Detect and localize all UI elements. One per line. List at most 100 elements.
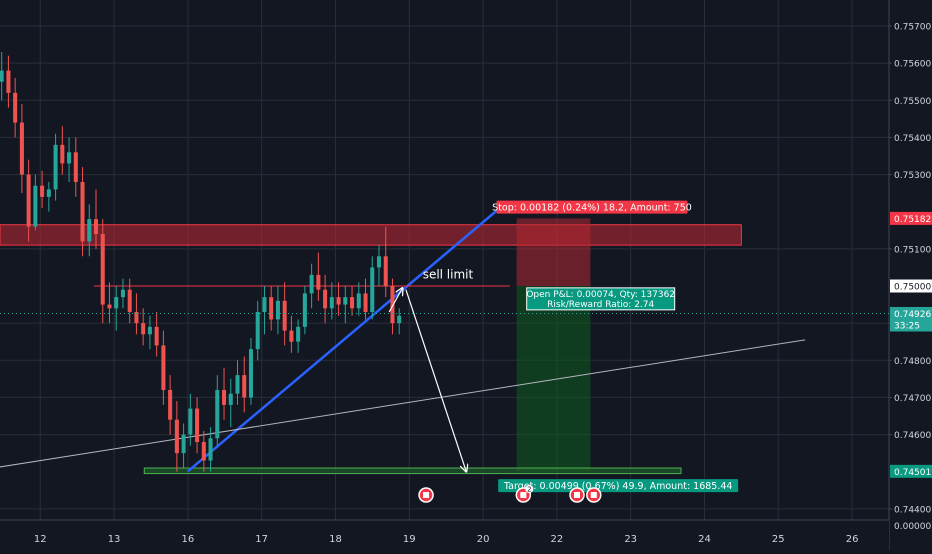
candle-body	[127, 289, 132, 312]
candle	[309, 263, 314, 309]
long-term-trendline[interactable]	[0, 339, 806, 468]
candle	[26, 159, 31, 242]
candle-body	[26, 174, 31, 227]
event-marker[interactable]	[418, 487, 434, 503]
candle	[181, 423, 186, 468]
projection-up-arrow[interactable]	[388, 288, 402, 313]
candle	[343, 286, 348, 324]
candle-body	[0, 70, 4, 82]
candle-body	[255, 312, 260, 350]
candle-body	[316, 274, 321, 290]
candle-body	[19, 122, 24, 175]
candle	[201, 430, 206, 472]
candle-body	[114, 297, 119, 309]
candle-body	[46, 189, 51, 197]
price-axis-background	[889, 0, 932, 550]
risk-reward-label: Risk/Reward Ratio: 2.74	[547, 300, 654, 310]
candle-body	[13, 92, 18, 123]
candle-body	[6, 70, 11, 93]
time-tick-label: 25	[772, 534, 785, 545]
candle	[13, 78, 18, 138]
candle	[255, 300, 260, 361]
candle	[19, 104, 24, 194]
event-marker[interactable]	[569, 487, 585, 503]
rising-trendline[interactable]	[187, 207, 501, 473]
flag-icon-glyph	[590, 492, 597, 498]
price-tick-label: 0.74600	[894, 431, 931, 441]
candle-body	[93, 219, 99, 234]
candle	[397, 308, 402, 335]
candle	[228, 378, 233, 428]
candle-body	[370, 267, 375, 312]
candle	[174, 401, 179, 472]
candlestick-series	[0, 52, 402, 472]
flag-icon-glyph	[574, 492, 581, 498]
candle	[262, 286, 267, 335]
candle	[336, 282, 341, 316]
time-tick-label: 19	[403, 534, 416, 545]
event-marker[interactable]: 2	[515, 485, 534, 503]
price-axis[interactable]: 0.75700 0.75600 0.75500 0.75400 0.75300 0.751…	[888, 0, 932, 550]
candle	[67, 137, 72, 182]
candle	[93, 189, 99, 249]
pl-box	[526, 287, 676, 311]
price-tick-label: 0.74800	[894, 357, 931, 367]
event-marker-layer[interactable]: 2	[418, 485, 602, 503]
candle	[248, 338, 253, 405]
time-tick-label: 22	[551, 534, 564, 545]
price-tag-label: 0.75000	[894, 283, 931, 293]
candle	[208, 427, 213, 472]
price-tick-label: 0.75500	[894, 97, 931, 107]
candle	[6, 55, 11, 108]
zone-layer	[0, 218, 742, 475]
price-tick-label: 0.75100	[894, 245, 931, 255]
candle	[114, 286, 119, 331]
candle-body	[383, 256, 388, 286]
candle	[215, 375, 220, 446]
event-marker[interactable]	[586, 487, 602, 503]
price-tag-box	[890, 279, 932, 293]
candle-body	[329, 297, 334, 309]
price-tick-label: 0.75600	[894, 60, 931, 70]
candle-body	[195, 408, 200, 442]
candle	[376, 245, 382, 286]
candle	[269, 286, 274, 331]
stop-zone	[516, 218, 591, 286]
sell-limit-label: sell limit	[423, 268, 474, 282]
candle	[161, 330, 166, 405]
annotation-layer: sell limit Stop: 0.00182 (0.24%) 18.2, Am…	[423, 200, 739, 493]
candle	[120, 278, 125, 309]
stop-label-box	[496, 200, 688, 214]
price-tag-label: 0.74926	[894, 310, 931, 320]
price-tick-label: 0.75700	[894, 23, 931, 33]
projection-down-arrow[interactable]	[405, 289, 466, 472]
candle	[0, 52, 4, 101]
candle-body	[154, 326, 159, 346]
arrow-layer	[388, 288, 466, 472]
candle-body	[53, 144, 58, 190]
target-zone	[516, 286, 591, 472]
candle-body	[282, 300, 287, 331]
candle	[100, 219, 105, 324]
candle-body	[174, 419, 179, 454]
candle	[33, 174, 38, 231]
candle	[363, 278, 368, 320]
candle-body	[40, 185, 45, 197]
candle-body	[181, 434, 186, 454]
time-tick-label: 12	[34, 534, 47, 545]
candle-body	[147, 326, 152, 335]
candle	[80, 167, 85, 257]
time-axis[interactable]: 12 13 16 17 18 19 20 22 23 24 25 26	[0, 519, 889, 550]
support-zone	[143, 467, 682, 475]
candle	[195, 397, 200, 454]
candle	[383, 226, 388, 298]
candle-body	[336, 297, 341, 305]
candle-body	[350, 297, 355, 309]
candle	[222, 367, 227, 420]
candle	[60, 126, 65, 175]
candle-body	[87, 219, 92, 242]
candle-body	[168, 390, 173, 420]
candle-body	[107, 304, 112, 309]
